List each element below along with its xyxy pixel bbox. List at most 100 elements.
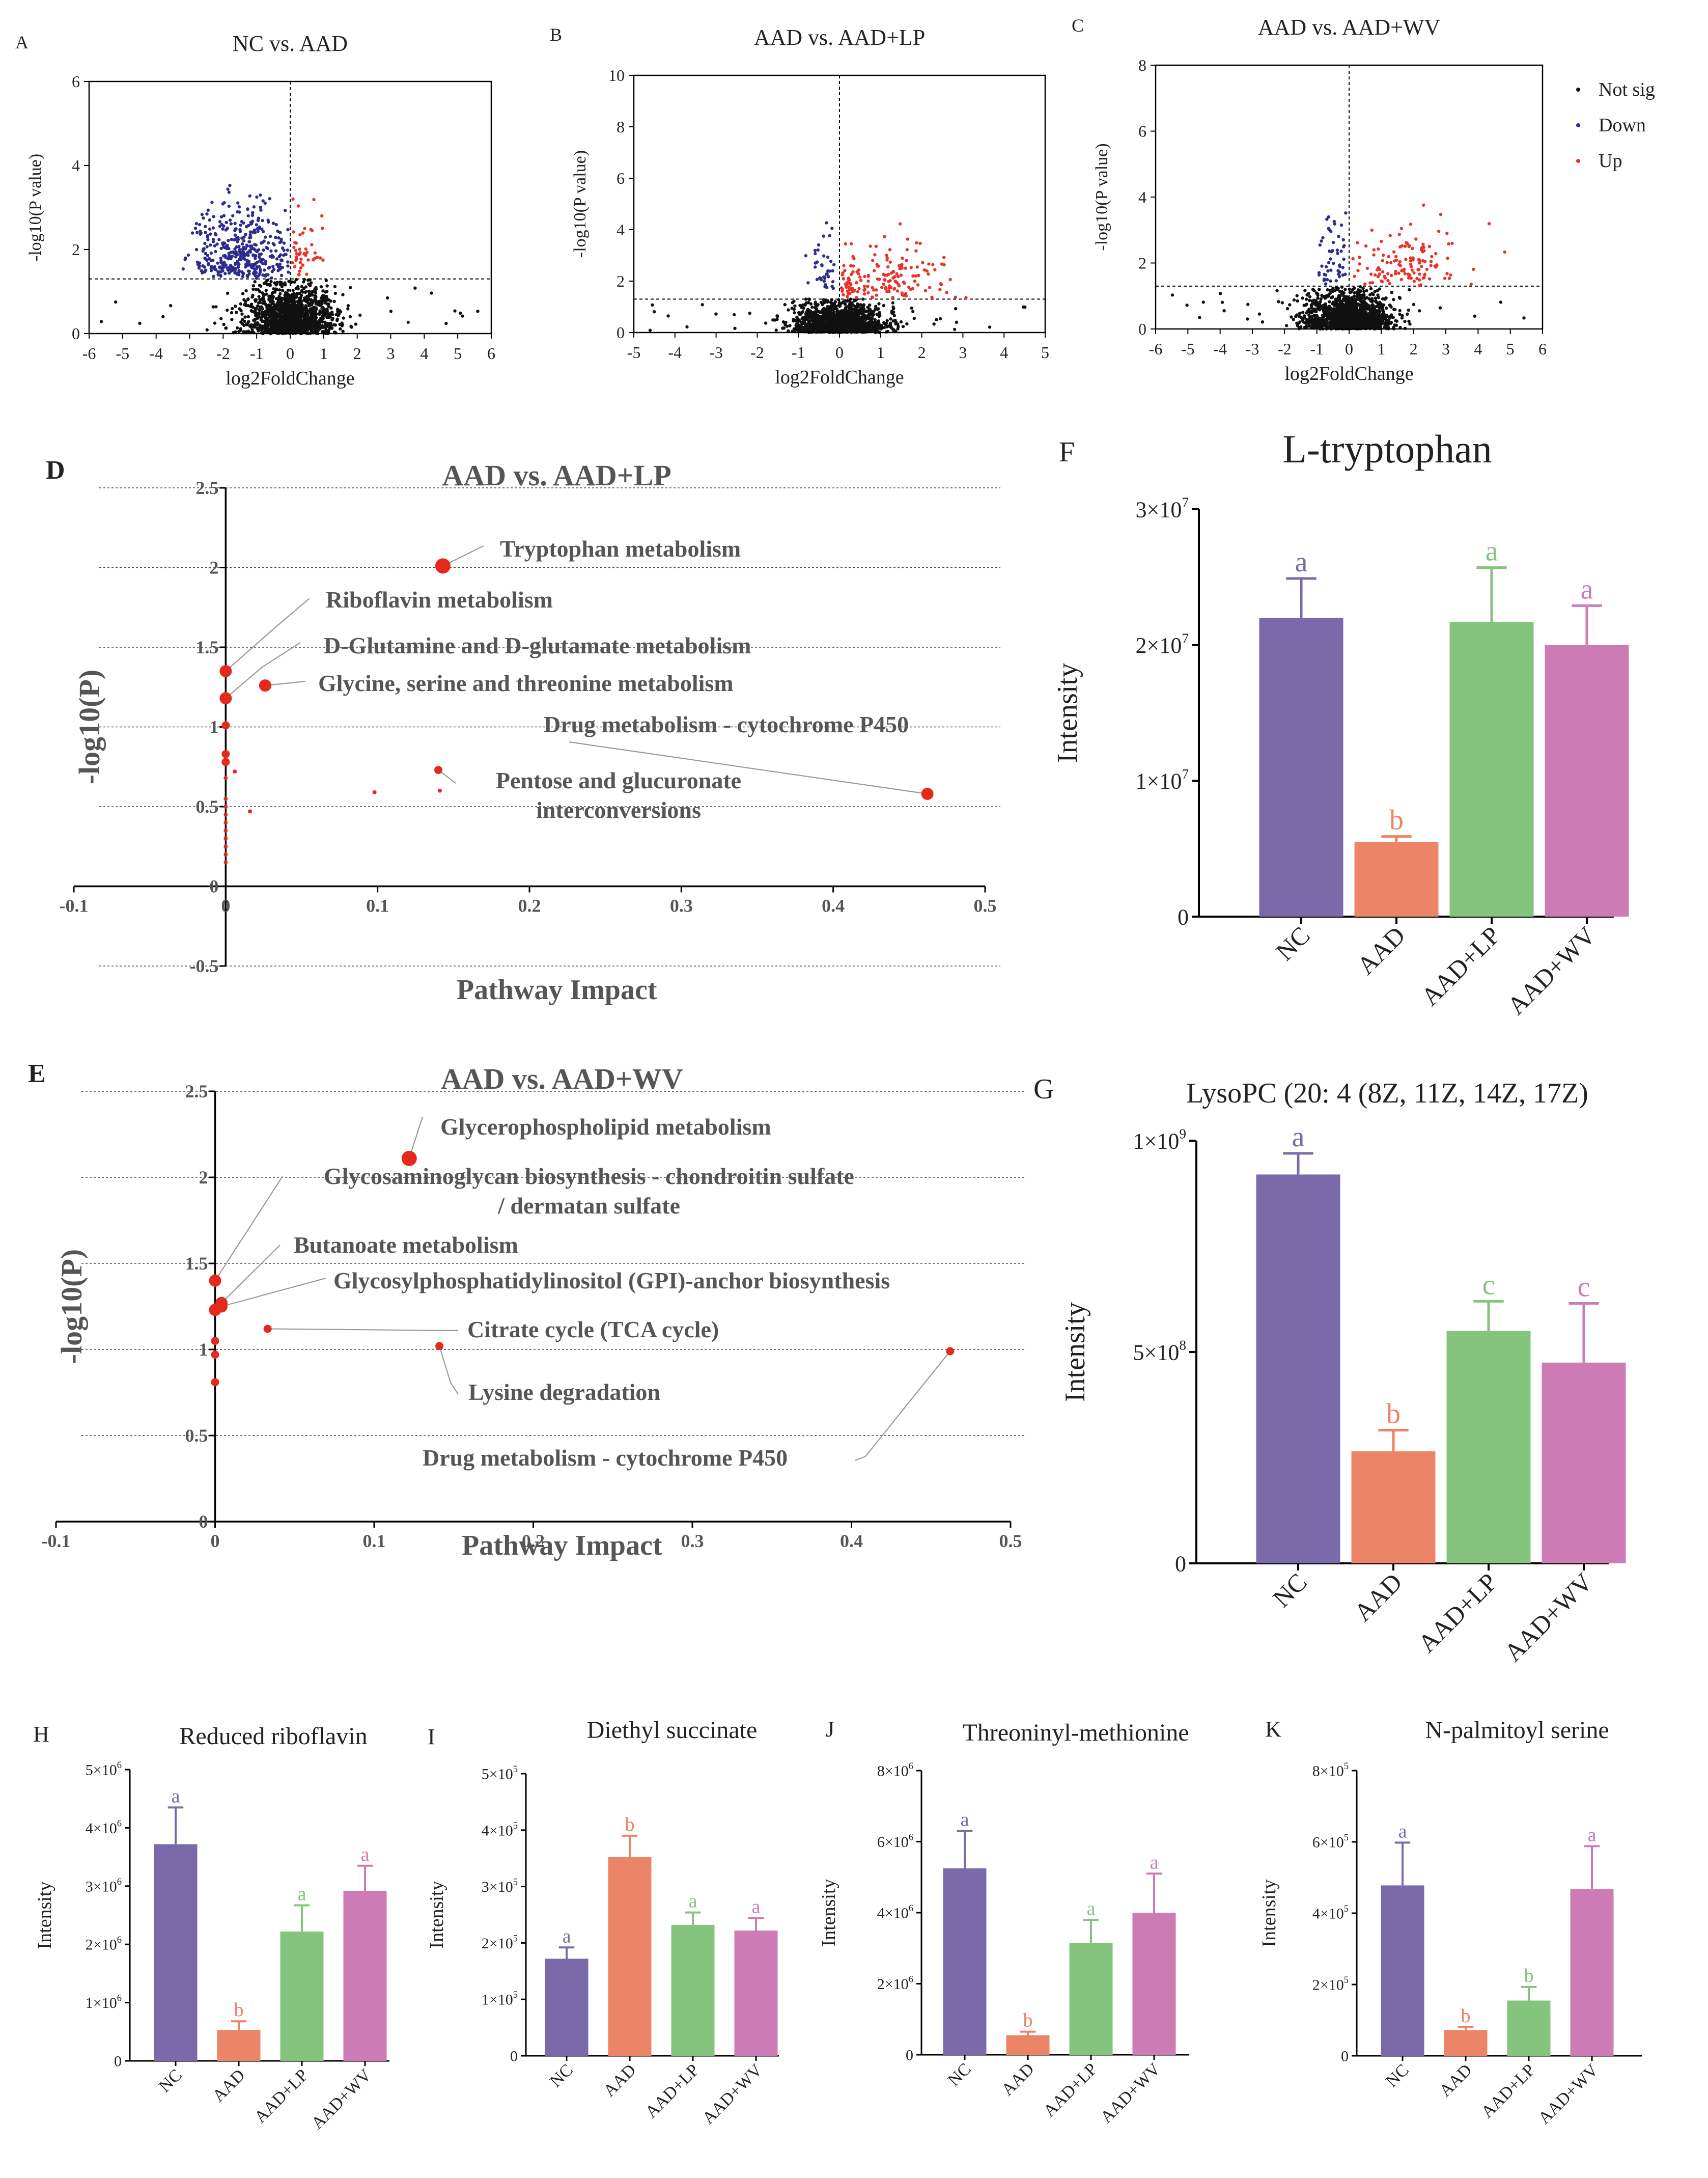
point-down (240, 242, 244, 246)
point-notsig (319, 311, 322, 315)
point-up (321, 258, 325, 262)
point-notsig (294, 295, 297, 298)
x-tick-label: 2 (918, 343, 926, 362)
point-notsig (817, 310, 820, 314)
point-notsig (1310, 309, 1314, 313)
point-notsig (1305, 302, 1308, 306)
point-notsig (324, 326, 327, 330)
y-axis-label: -log10(P value) (26, 154, 45, 261)
point-notsig (444, 321, 448, 325)
point-up (945, 291, 948, 294)
point-notsig (282, 322, 285, 326)
point-notsig (1333, 289, 1337, 292)
point-up (312, 198, 316, 201)
point-notsig (265, 304, 268, 307)
point-up (884, 287, 888, 291)
point-up (905, 259, 908, 262)
point-notsig (257, 295, 261, 298)
point-notsig (279, 299, 283, 303)
point-notsig (459, 311, 462, 315)
point-notsig (1280, 301, 1284, 305)
point-up (887, 286, 891, 290)
point-down (235, 271, 238, 275)
point-notsig (138, 321, 142, 325)
y-tick-label: 6 (72, 72, 80, 91)
point-notsig (890, 326, 893, 330)
point-down (246, 254, 250, 257)
point-notsig (666, 314, 670, 318)
point-down (267, 220, 270, 224)
point-notsig (852, 323, 855, 327)
point-down (244, 225, 248, 229)
point-notsig (1362, 290, 1366, 293)
point-down (820, 264, 824, 267)
point-notsig (308, 278, 312, 282)
point-notsig (253, 298, 257, 302)
point-notsig (829, 313, 832, 316)
point-notsig (1340, 285, 1344, 289)
point-notsig (822, 307, 826, 310)
point-up (291, 197, 295, 201)
point-notsig (848, 299, 851, 303)
point-notsig (330, 313, 334, 316)
y-tick-label: 4 (617, 220, 625, 239)
point-notsig (266, 324, 269, 327)
point-notsig (846, 305, 850, 309)
point-notsig (1398, 309, 1402, 313)
point-notsig (278, 321, 282, 325)
point-down (193, 227, 198, 230)
point-down (258, 270, 262, 274)
point-down (237, 270, 241, 273)
point-notsig (1374, 315, 1377, 319)
point-notsig (275, 307, 279, 311)
point-notsig (430, 291, 433, 295)
point-down (265, 245, 268, 250)
point-down (259, 206, 262, 209)
point-notsig (314, 294, 317, 297)
point-up (843, 269, 847, 272)
point-notsig (1295, 321, 1299, 325)
point-up (933, 268, 937, 272)
point-up (299, 257, 303, 261)
point-down (246, 274, 249, 279)
point-up (927, 262, 931, 266)
point-notsig (1220, 300, 1224, 304)
point-down (825, 221, 828, 225)
point-notsig (325, 290, 329, 293)
point-down (819, 277, 823, 280)
x-tick-label: -6 (82, 344, 96, 363)
point-up (874, 244, 878, 248)
point-notsig (293, 310, 296, 314)
point-down (212, 274, 215, 278)
point-notsig (293, 280, 296, 284)
point-notsig (341, 293, 345, 296)
point-notsig (281, 329, 284, 334)
point-notsig (1398, 296, 1402, 300)
point-up (305, 251, 309, 254)
point-down (219, 261, 223, 264)
x-tick-label: 4 (1000, 343, 1008, 362)
point-down (219, 246, 223, 250)
y-axis-label: -log10(P value) (571, 150, 590, 258)
point-notsig (1349, 301, 1353, 305)
point-notsig (346, 307, 350, 311)
point-down (222, 214, 226, 217)
point-notsig (1257, 312, 1262, 316)
point-notsig (1292, 298, 1296, 302)
point-down (264, 235, 267, 239)
point-up (310, 243, 314, 246)
point-down (207, 262, 210, 265)
point-notsig (328, 315, 332, 319)
x-tick-label: -2 (750, 343, 764, 362)
point-down (242, 235, 246, 239)
point-down (286, 228, 290, 232)
point-notsig (304, 306, 307, 309)
point-down (237, 262, 241, 266)
point-notsig (1261, 320, 1265, 324)
point-notsig (1315, 319, 1320, 322)
point-up (863, 288, 867, 291)
point-notsig (1345, 305, 1349, 309)
point-notsig (1388, 315, 1391, 319)
x-tick-label: 0 (286, 344, 294, 363)
point-notsig (325, 310, 328, 314)
